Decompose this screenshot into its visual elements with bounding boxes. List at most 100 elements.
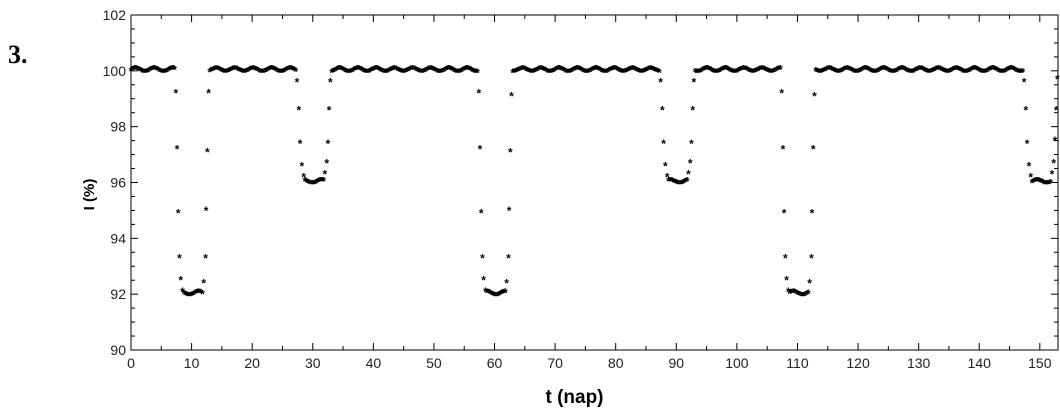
data-point: * (306, 177, 311, 191)
data-point: * (992, 63, 997, 77)
data-point: * (443, 64, 448, 78)
data-point: * (815, 65, 820, 79)
data-point: * (817, 66, 822, 80)
data-point: * (727, 64, 732, 78)
data-point: * (468, 64, 473, 78)
data-point: * (134, 63, 139, 77)
data-point: * (711, 65, 716, 79)
data-point: * (245, 65, 250, 79)
data-point: * (821, 65, 826, 79)
data-point: * (724, 63, 729, 77)
data-point: * (810, 207, 815, 221)
data-point: * (162, 66, 167, 80)
data-point: * (461, 64, 466, 78)
data-point: * (150, 63, 155, 77)
data-point: * (506, 251, 511, 265)
data-point: * (695, 66, 700, 80)
data-point: * (251, 63, 256, 77)
data-point: * (935, 63, 940, 77)
data-point: * (563, 65, 568, 79)
data-point: * (226, 65, 231, 79)
data-point: * (627, 63, 632, 77)
data-point: * (451, 64, 456, 78)
data-point: * (926, 66, 931, 80)
data-point: * (528, 66, 533, 80)
data-point: * (259, 66, 264, 80)
data-point: * (196, 286, 201, 300)
data-point: * (963, 66, 968, 80)
data-point: * (413, 63, 418, 77)
data-point: * (1024, 103, 1029, 117)
data-point: * (546, 66, 551, 80)
data-point: * (632, 63, 637, 77)
data-point: * (657, 66, 662, 80)
data-point: * (210, 64, 215, 78)
data-point: * (497, 288, 502, 302)
data-point: * (844, 63, 849, 77)
data-point: * (551, 65, 556, 79)
data-point: * (857, 65, 862, 79)
data-point: * (910, 66, 915, 80)
data-point: * (198, 286, 203, 300)
data-point: * (262, 66, 267, 80)
data-point: * (952, 63, 957, 77)
data-point: * (465, 63, 470, 77)
data-point: * (427, 63, 432, 77)
x-tick-label: 10 (184, 355, 200, 371)
data-point: * (995, 64, 1000, 78)
data-point: * (1021, 65, 1026, 79)
data-point: * (561, 64, 566, 78)
data-point: * (288, 63, 293, 77)
data-point: * (736, 65, 741, 79)
data-point: * (151, 63, 156, 77)
data-point: * (1055, 73, 1060, 87)
x-tick-label: 110 (786, 355, 809, 371)
data-point: * (967, 65, 972, 79)
data-point: * (872, 66, 877, 80)
data-point: * (529, 66, 534, 80)
data-point: * (1011, 63, 1016, 77)
y-tick-label: 100 (103, 63, 127, 79)
data-point: * (328, 76, 333, 90)
data-point: * (593, 63, 598, 77)
data-point: * (750, 66, 755, 80)
data-point: * (747, 65, 752, 79)
data-point: * (156, 64, 161, 78)
data-point: * (703, 63, 708, 77)
data-point: * (512, 66, 517, 80)
data-point: * (945, 66, 950, 80)
data-point: * (416, 65, 421, 79)
data-point: * (626, 64, 631, 78)
data-point: * (397, 64, 402, 78)
data-point: * (425, 64, 430, 78)
data-point: * (884, 64, 889, 78)
data-point: * (329, 66, 334, 80)
data-point: * (774, 64, 779, 78)
data-point: * (365, 66, 370, 80)
data-point: * (876, 65, 881, 79)
data-point: * (446, 63, 451, 77)
data-point: * (264, 65, 269, 79)
data-point: * (487, 287, 492, 301)
data-point: * (650, 63, 655, 77)
data-point: * (843, 63, 848, 77)
data-point: * (615, 64, 620, 78)
data-point: * (476, 87, 481, 101)
data-point: * (987, 64, 992, 78)
data-point: * (1032, 175, 1037, 189)
data-point: * (954, 63, 959, 77)
data-point: * (590, 63, 595, 77)
data-point: * (651, 63, 656, 77)
data-point: * (913, 65, 918, 79)
data-point: * (334, 64, 339, 78)
data-point: * (645, 64, 650, 78)
data-point: * (864, 63, 869, 77)
data-point: * (828, 63, 833, 77)
data-point: * (586, 66, 591, 80)
data-point: * (429, 63, 434, 77)
x-tick-label: 60 (487, 355, 503, 371)
data-point: * (892, 66, 897, 80)
data-point: * (829, 63, 834, 77)
data-point: * (908, 66, 913, 80)
